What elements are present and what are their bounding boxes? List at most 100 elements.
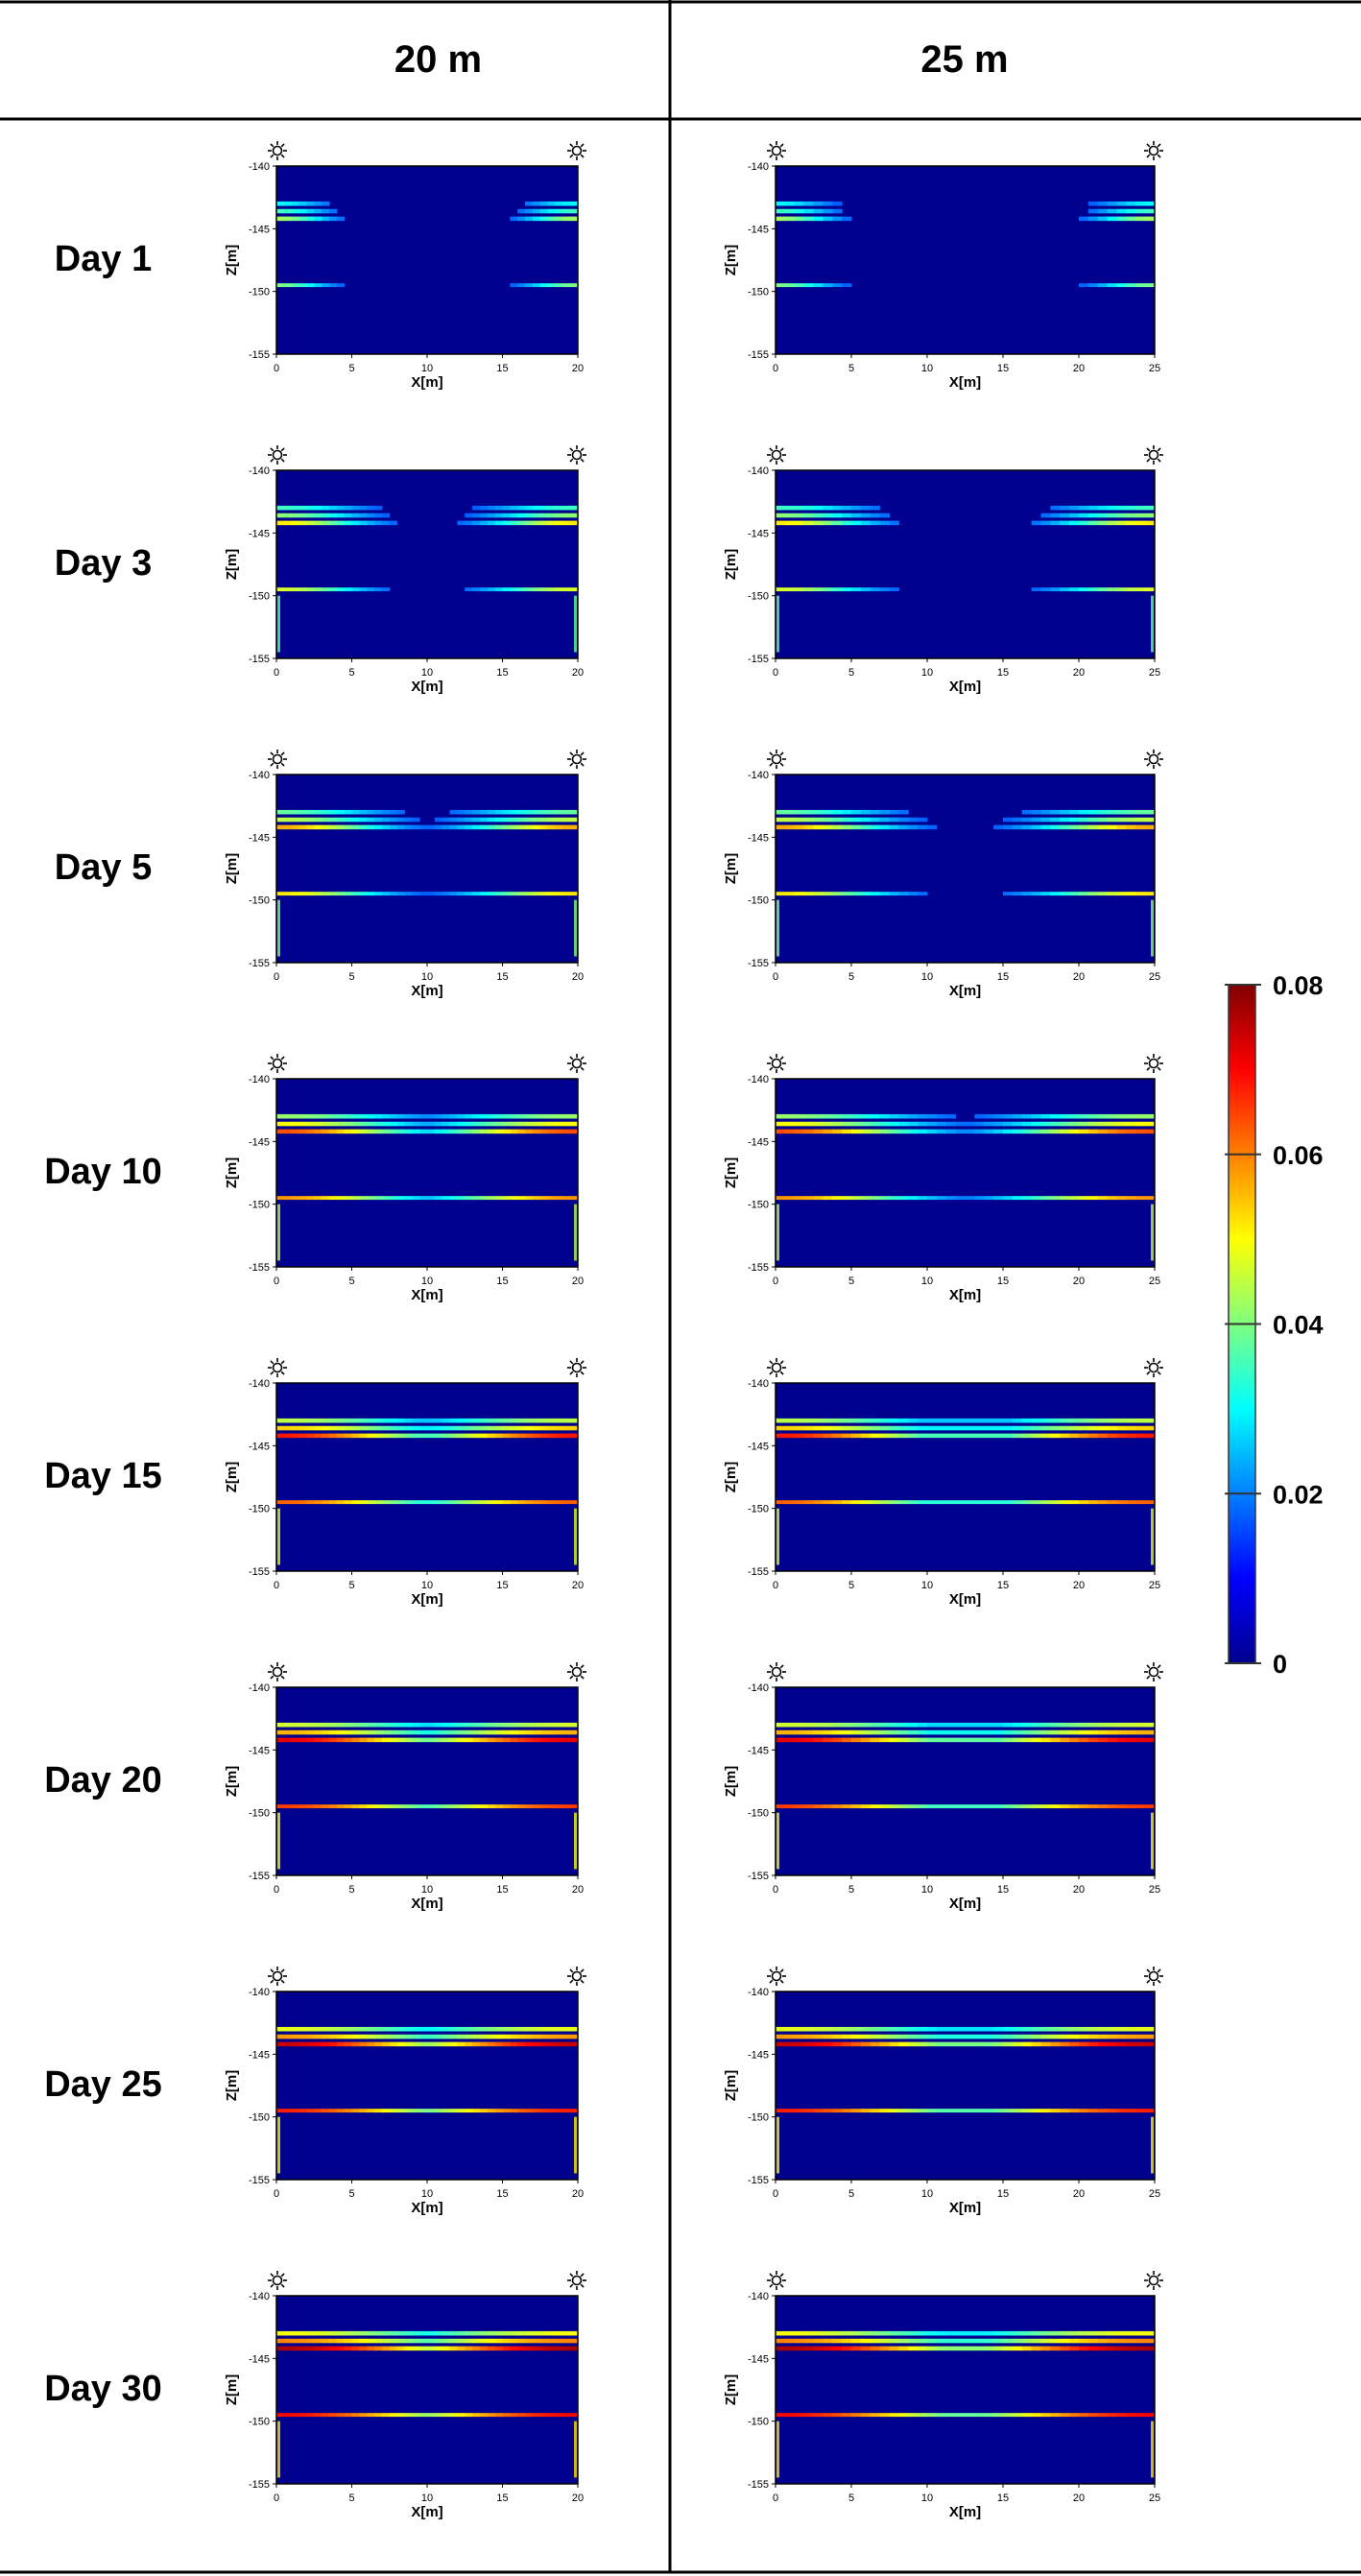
heat-band-segment xyxy=(487,824,496,830)
heat-band-segment xyxy=(472,1121,481,1127)
heat-band-segment xyxy=(539,1129,549,1134)
heat-band-segment xyxy=(314,1500,322,1505)
heat-band-segment xyxy=(374,1729,383,1735)
heat-band-segment xyxy=(832,587,843,592)
heat-band-segment xyxy=(974,2109,985,2113)
heat-band-segment xyxy=(823,1804,833,1809)
heat-band-segment xyxy=(404,1804,413,1809)
heatmap-background xyxy=(276,1383,578,1571)
well-edge-heat xyxy=(1151,899,1154,957)
heat-band-segment xyxy=(472,824,481,830)
heat-band-segment xyxy=(381,2026,391,2032)
heat-band-segment xyxy=(306,2338,315,2344)
heat-band-segment xyxy=(555,2346,563,2351)
heat-band-segment xyxy=(898,1737,909,1743)
heat-band-segment xyxy=(359,520,368,526)
heat-band-segment xyxy=(555,587,563,592)
heat-band-segment xyxy=(547,208,556,214)
heat-band-segment xyxy=(351,1113,360,1119)
heat-band-segment xyxy=(784,1722,796,1728)
heat-band-segment xyxy=(965,2338,975,2344)
heat-band-segment xyxy=(1060,2034,1070,2039)
heat-band-segment xyxy=(823,1729,833,1735)
heat-band-segment xyxy=(1126,809,1136,815)
heat-band-segment xyxy=(1031,520,1041,526)
heat-band-segment xyxy=(1116,1121,1127,1127)
heat-band-segment xyxy=(344,1433,352,1439)
heat-band-segment xyxy=(283,1196,293,1201)
heat-band-segment xyxy=(842,1129,852,1134)
heat-band-segment xyxy=(898,2346,909,2351)
y-tick-label: -140 xyxy=(249,1682,270,1694)
heat-band-segment xyxy=(870,2346,881,2351)
heat-band-segment xyxy=(547,1196,556,1201)
heat-band-segment xyxy=(494,2041,503,2047)
heat-band-segment xyxy=(562,520,571,526)
heat-band-segment xyxy=(1060,2346,1070,2351)
heat-band-segment xyxy=(984,1737,994,1743)
heat-band-segment xyxy=(784,1113,796,1119)
heat-band-segment xyxy=(367,2346,375,2351)
heat-band-segment xyxy=(457,1121,466,1127)
heat-band-segment xyxy=(1126,1425,1136,1431)
heat-band-segment xyxy=(936,1129,947,1134)
heat-band-segment xyxy=(412,2034,420,2039)
heat-band-segment xyxy=(419,1737,428,1743)
heat-band-segment xyxy=(1021,1737,1033,1743)
y-axis-label: Z[m] xyxy=(723,1157,739,1189)
heat-band-segment xyxy=(776,1418,786,1423)
heat-band-segment xyxy=(389,1729,398,1735)
heat-band-segment xyxy=(784,513,796,518)
heat-band-segment xyxy=(547,892,556,896)
heat-band-segment xyxy=(351,824,360,830)
heat-band-segment xyxy=(336,513,346,518)
heat-band-segment xyxy=(367,2041,375,2047)
heat-band-segment xyxy=(291,513,300,518)
heat-band-segment xyxy=(1050,824,1061,830)
heat-band-segment xyxy=(794,2413,805,2418)
heat-band-segment xyxy=(539,2041,549,2047)
heat-band-segment xyxy=(1069,1722,1080,1728)
heat-band-segment xyxy=(555,505,563,511)
heat-band-segment xyxy=(427,1722,436,1728)
x-tick-label: 25 xyxy=(1149,971,1160,983)
heat-band-segment xyxy=(813,587,824,592)
heat-band-segment xyxy=(1069,2109,1080,2113)
heat-band-segment xyxy=(396,1729,405,1735)
y-tick-label: -145 xyxy=(748,832,769,844)
heat-band-segment xyxy=(562,1500,571,1505)
x-tick-label: 10 xyxy=(921,2493,933,2504)
heat-band-segment xyxy=(1079,1425,1089,1431)
heat-band-segment xyxy=(1107,1196,1117,1201)
heat-band-segment xyxy=(306,2109,315,2113)
heat-source-icon xyxy=(767,141,786,160)
heat-band-segment xyxy=(276,283,285,288)
heat-band-segment xyxy=(359,1425,368,1431)
heat-band-segment xyxy=(803,1500,814,1505)
heat-band-segment xyxy=(291,2109,300,2113)
heat-band-segment xyxy=(547,1804,556,1809)
heat-band-segment xyxy=(570,520,579,526)
y-tick-label: -145 xyxy=(748,1745,769,1756)
heat-band-segment xyxy=(945,1113,957,1119)
heat-band-segment xyxy=(1012,1129,1023,1134)
y-axis-label: Z[m] xyxy=(224,2070,240,2102)
heat-band-segment xyxy=(784,809,796,815)
heat-band-segment xyxy=(412,1196,420,1201)
heat-band-segment xyxy=(993,2413,1004,2418)
heat-band-segment xyxy=(412,2413,420,2418)
heat-band-segment xyxy=(306,2041,315,2047)
heat-band-segment xyxy=(1126,2330,1136,2336)
heat-band-segment xyxy=(784,520,796,526)
heat-band-segment xyxy=(776,520,786,526)
heat-band-segment xyxy=(823,201,833,206)
heat-band-segment xyxy=(479,1113,489,1119)
heat-band-segment xyxy=(813,1804,824,1809)
heat-band-segment xyxy=(502,1804,511,1809)
heat-band-segment xyxy=(336,809,346,815)
heat-band-segment xyxy=(374,1722,383,1728)
heat-band-segment xyxy=(1021,1500,1033,1505)
heat-band-segment xyxy=(1145,892,1156,896)
heat-band-segment xyxy=(404,2338,413,2344)
